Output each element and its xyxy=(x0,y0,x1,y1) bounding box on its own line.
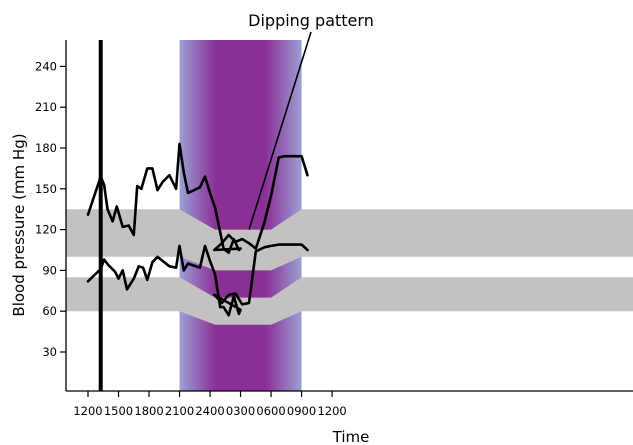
y-tick-label: 150 xyxy=(35,182,57,196)
x-tick-label: 1200 xyxy=(73,404,102,418)
annotation-leader-line xyxy=(248,31,312,230)
x-tick-label: 0900 xyxy=(287,404,316,418)
axes xyxy=(65,40,633,392)
x-axis-ticks: 1200 1500 1800 2100 2400 0300 0600 0900 1200 xyxy=(73,391,347,418)
normal-band-systolic xyxy=(66,209,633,271)
y-tick-label: 30 xyxy=(42,345,57,359)
y-tick-label: 180 xyxy=(35,141,57,155)
y-tick-label: 210 xyxy=(35,100,57,114)
annotation-label: Dipping pattern xyxy=(248,11,374,30)
x-tick-label: 2100 xyxy=(165,404,194,418)
y-axis-title: Blood pressure (mm Hg) xyxy=(10,133,28,316)
x-axis-title: Time xyxy=(332,428,370,445)
normal-band-diastolic xyxy=(66,277,633,325)
x-tick-label: 0600 xyxy=(256,404,285,418)
x-tick-label: 0300 xyxy=(226,404,255,418)
night-region xyxy=(179,40,302,391)
y-tick-label: 240 xyxy=(35,59,57,73)
y-axis-ticks: 30 60 90 120 150 180 210 240 xyxy=(35,59,66,359)
x-tick-label: 2400 xyxy=(195,404,224,418)
x-tick-label: 1800 xyxy=(134,404,163,418)
series-lines xyxy=(86,142,309,317)
y-tick-label: 90 xyxy=(42,263,57,277)
x-tick-label: 1200 xyxy=(317,404,346,418)
x-tick-label: 1500 xyxy=(104,404,133,418)
y-tick-label: 120 xyxy=(35,223,57,237)
diastolic-line xyxy=(86,243,309,317)
systolic-line xyxy=(86,142,309,254)
y-tick-label: 60 xyxy=(42,304,57,318)
